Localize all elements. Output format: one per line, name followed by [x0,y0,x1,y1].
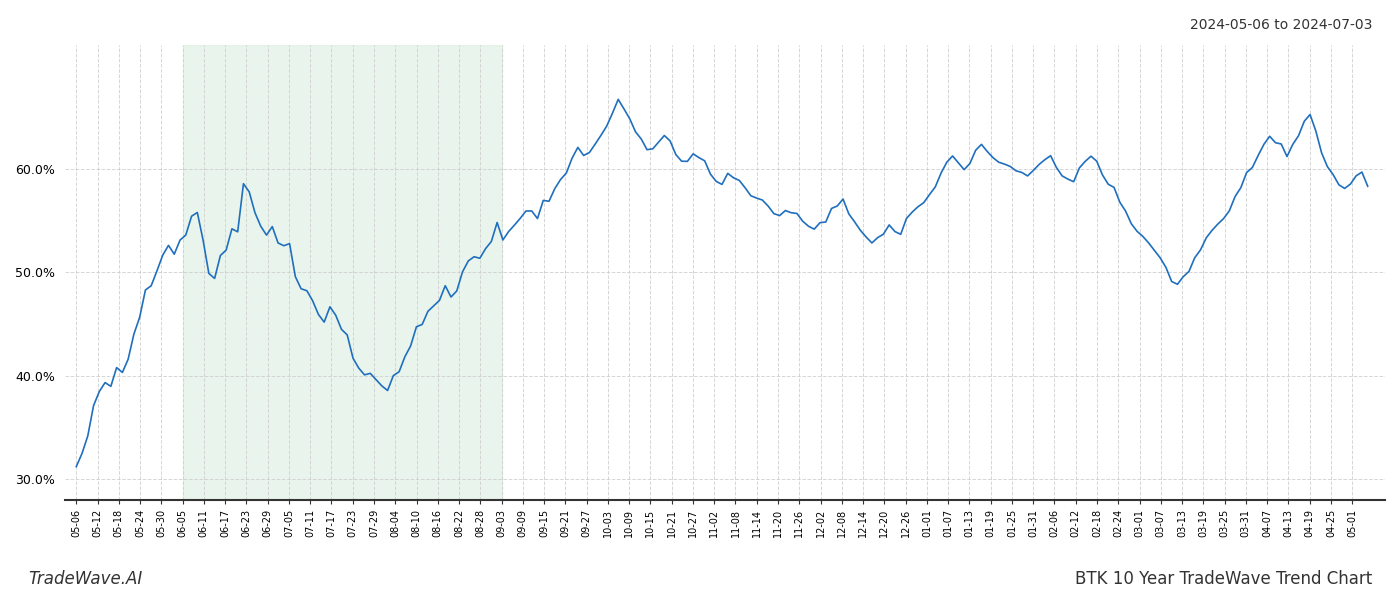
Text: BTK 10 Year TradeWave Trend Chart: BTK 10 Year TradeWave Trend Chart [1075,570,1372,588]
Bar [182,45,501,500]
Text: TradeWave.AI: TradeWave.AI [28,570,143,588]
Text: 2024-05-06 to 2024-07-03: 2024-05-06 to 2024-07-03 [1190,18,1372,32]
